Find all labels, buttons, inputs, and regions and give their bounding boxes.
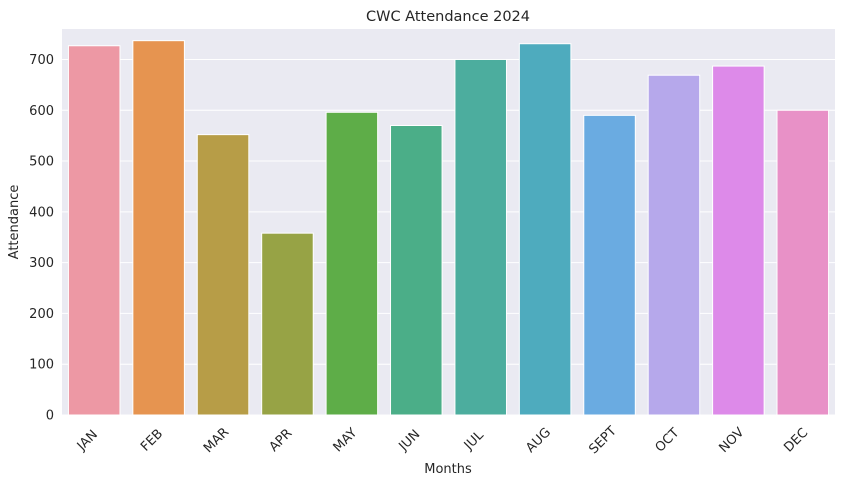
y-tick-label: 300 <box>29 256 54 271</box>
bars <box>67 40 830 416</box>
bar-jan <box>67 45 121 416</box>
bar-mar <box>196 134 250 416</box>
x-tick-label: JAN <box>74 427 101 454</box>
chart-title: CWC Attendance 2024 <box>366 9 530 25</box>
x-tick-label: NOV <box>716 425 747 456</box>
y-tick-label: 0 <box>46 409 54 424</box>
x-axis-label: Months <box>424 462 472 477</box>
x-tick-label: FEB <box>138 427 166 455</box>
y-gridlines <box>62 58 835 416</box>
y-tick-label: 400 <box>29 205 54 220</box>
x-tick-label: APR <box>267 426 296 455</box>
x-tick-label: OCT <box>653 426 683 456</box>
y-axis-label: Attendance <box>7 185 22 260</box>
bar-apr <box>261 232 314 416</box>
x-tick-label: DEC <box>781 426 811 456</box>
y-axis-ticks: 0 100 200 300 400 500 600 700 <box>29 53 54 424</box>
bar-nov <box>712 65 765 416</box>
x-tick-label: SEPT <box>586 424 619 457</box>
x-tick-label: MAY <box>331 426 361 456</box>
bar-oct <box>647 74 701 416</box>
x-tick-label: MAR <box>201 425 232 456</box>
x-tick-label: JUL <box>461 427 487 453</box>
bar-aug <box>518 43 572 416</box>
bar-jun <box>390 125 443 416</box>
y-tick-label: 700 <box>29 53 54 68</box>
y-tick-label: 200 <box>29 307 54 322</box>
plot-area <box>62 29 835 415</box>
y-tick-label: 600 <box>29 104 54 119</box>
bar-may <box>325 111 379 416</box>
bar-dec <box>776 109 830 416</box>
y-tick-label: 100 <box>29 358 54 373</box>
y-tick-label: 500 <box>29 155 54 170</box>
bar-feb <box>132 40 185 416</box>
x-tick-label: JUN <box>396 427 424 455</box>
x-tick-label: AUG <box>523 425 554 456</box>
bar-sept <box>583 114 636 416</box>
bar-jul <box>454 58 507 416</box>
x-axis-ticks: JAN FEB MAR APR MAY JUN JUL AUG SEPT OCT NOV DEC <box>74 424 811 457</box>
